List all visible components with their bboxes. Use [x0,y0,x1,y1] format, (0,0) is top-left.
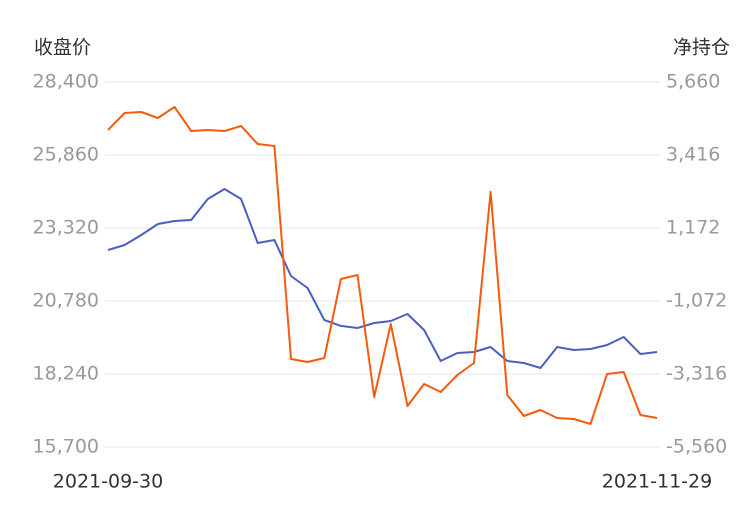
x-tick-label: 2021-09-30 [53,471,163,493]
y2-tick-label: -5,560 [666,436,727,458]
y2-tick-label: -3,316 [666,363,727,385]
y2-tick-label: 1,172 [666,217,720,239]
y-tick-label: 25,860 [33,144,99,166]
y-axis-title: 收盘价 [34,37,91,59]
y2-axis-title: 净持仓 [673,37,730,59]
y2-tick-label: 5,660 [666,71,720,93]
y-tick-label: 18,240 [33,363,99,385]
y-tick-label: 15,700 [33,436,99,458]
y-tick-label: 28,400 [33,71,99,93]
x-tick-label: 2021-11-29 [602,471,712,493]
series-line [107,188,658,369]
series-line [107,106,658,425]
y2-tick-label: 3,416 [666,144,720,166]
y-tick-label: 23,320 [33,217,99,239]
y2-tick-label: -1,072 [666,290,727,312]
y-tick-label: 20,780 [33,290,99,312]
